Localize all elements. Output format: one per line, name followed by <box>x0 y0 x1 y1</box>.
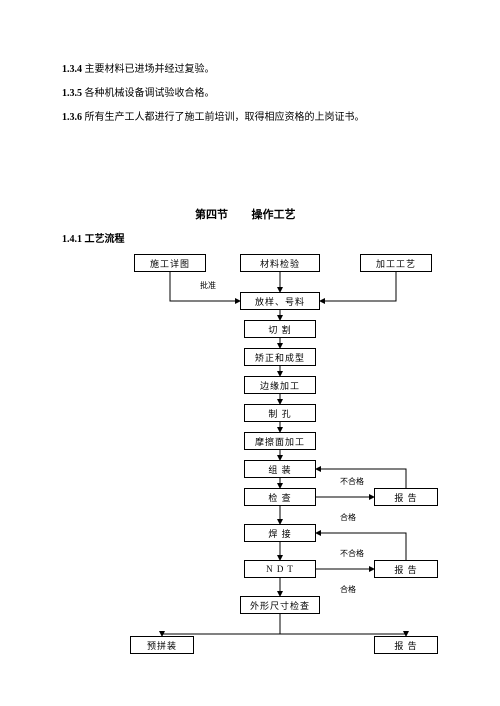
flow-edge-label: 批准 <box>200 280 216 291</box>
section-4-title: 第四节 操作工艺 <box>195 206 296 222</box>
para-num: 1.3.6 <box>62 112 82 123</box>
flow-edge-label: 不合格 <box>340 548 364 559</box>
flow-edge-label: 合格 <box>340 512 356 523</box>
para-1-3-5: 1.3.5 各种机械设备调试验收合格。 <box>62 86 215 102</box>
subhead-1-4-1: 1.4.1 工艺流程 <box>62 230 125 245</box>
para-num: 1.3.5 <box>62 88 82 99</box>
para-text: 所有生产工人都进行了施工前培训，取得相应资格的上岗证书。 <box>85 112 365 123</box>
subhead-num: 1.4.1 <box>62 234 82 245</box>
para-text: 各种机械设备调试验收合格。 <box>85 88 215 99</box>
page-root: 1.3.4 主要材料已进场并经过复验。 1.3.5 各种机械设备调试验收合格。 … <box>0 0 500 706</box>
section-4-right: 操作工艺 <box>252 209 296 221</box>
subhead-text: 工艺流程 <box>85 234 125 245</box>
flowchart: 施工详图材料检验加工工艺放样、号料切 割矫正和成型边缘加工制 孔摩擦面加工组 装… <box>60 254 460 694</box>
para-1-3-4: 1.3.4 主要材料已进场并经过复验。 <box>62 62 215 78</box>
flow-edge-label: 不合格 <box>340 476 364 487</box>
para-1-3-6: 1.3.6 所有生产工人都进行了施工前培训，取得相应资格的上岗证书。 <box>62 110 365 126</box>
para-num: 1.3.4 <box>62 64 82 75</box>
flow-edge-label: 合格 <box>340 584 356 595</box>
flow-edges <box>60 254 460 694</box>
para-text: 主要材料已进场并经过复验。 <box>85 64 215 75</box>
section-4-left: 第四节 <box>195 209 228 221</box>
